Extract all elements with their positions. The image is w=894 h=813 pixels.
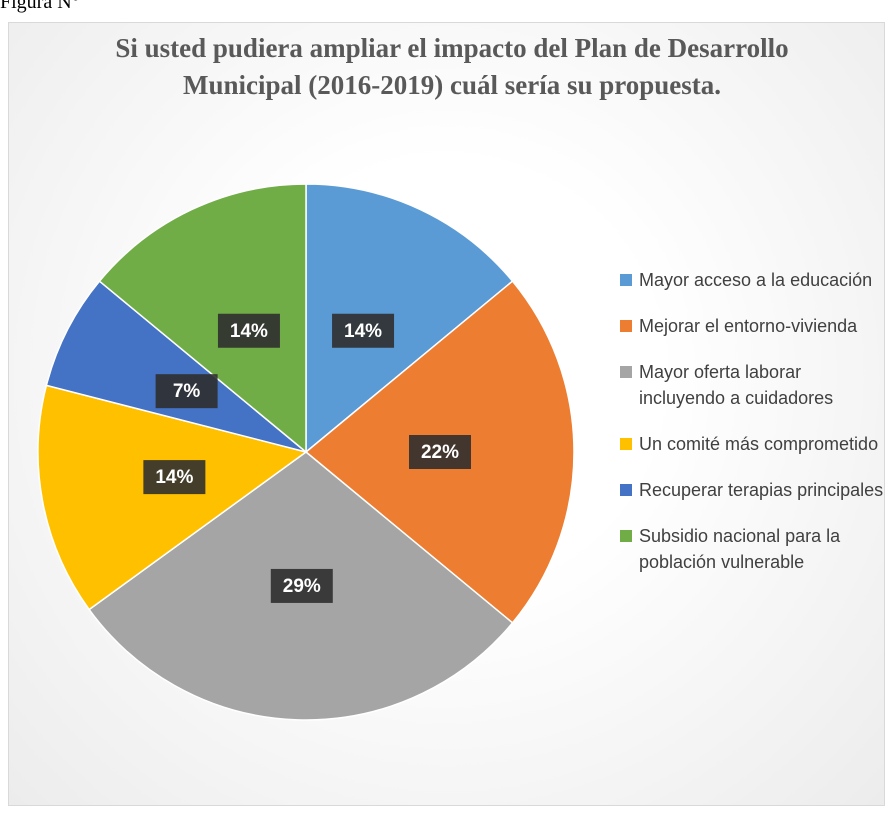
pie-slice <box>305 183 514 454</box>
legend-item: Un comité más comprometido <box>620 431 890 457</box>
data-label-box <box>217 313 280 348</box>
legend-item: Mayor acceso a la educación <box>620 267 890 293</box>
legend-swatch <box>620 366 632 378</box>
legend-label: Subsidio nacional para la población vuln… <box>639 526 841 572</box>
data-label-box <box>155 374 218 409</box>
data-label-box <box>270 568 333 603</box>
pie-slice <box>37 384 308 611</box>
legend-swatch <box>620 484 632 496</box>
legend-label: Mayor acceso a la educación <box>639 270 873 290</box>
legend-swatch <box>620 320 632 332</box>
legend-item: Mayor oferta laborar incluyendo a cuidad… <box>620 359 890 411</box>
chart-title: Si usted pudiera ampliar el impacto del … <box>115 33 789 100</box>
legend-label: Mejorar el entorno-vivienda <box>639 316 858 336</box>
data-label: 14% <box>155 467 193 488</box>
caption: Figura N° <box>0 0 80 13</box>
data-label-box <box>409 435 471 469</box>
data-label-box <box>332 313 395 348</box>
data-label: 14% <box>230 321 268 342</box>
pie-slice <box>45 280 307 453</box>
legend-swatch <box>620 530 632 542</box>
legend: Mayor acceso a la educación Mejorar el en… <box>620 267 890 595</box>
legend-swatch <box>620 438 632 450</box>
legend-label: Mayor oferta laborar incluyendo a cuidad… <box>639 362 834 408</box>
legend-item: Mejorar el entorno-vivienda <box>620 313 890 339</box>
data-label: 7% <box>173 381 201 402</box>
data-label: 22% <box>421 442 459 463</box>
legend-item: Recuperar terapias principales <box>620 477 890 503</box>
data-label: 29% <box>283 576 321 597</box>
data-label: 14% <box>344 321 382 342</box>
data-label-box <box>143 460 206 495</box>
legend-item: Subsidio nacional para la población vuln… <box>620 523 890 575</box>
legend-label: Un comité más comprometido <box>639 434 879 454</box>
legend-label: Recuperar terapias principales <box>639 480 884 500</box>
legend-swatch <box>620 274 632 286</box>
pie-slice <box>98 183 307 454</box>
